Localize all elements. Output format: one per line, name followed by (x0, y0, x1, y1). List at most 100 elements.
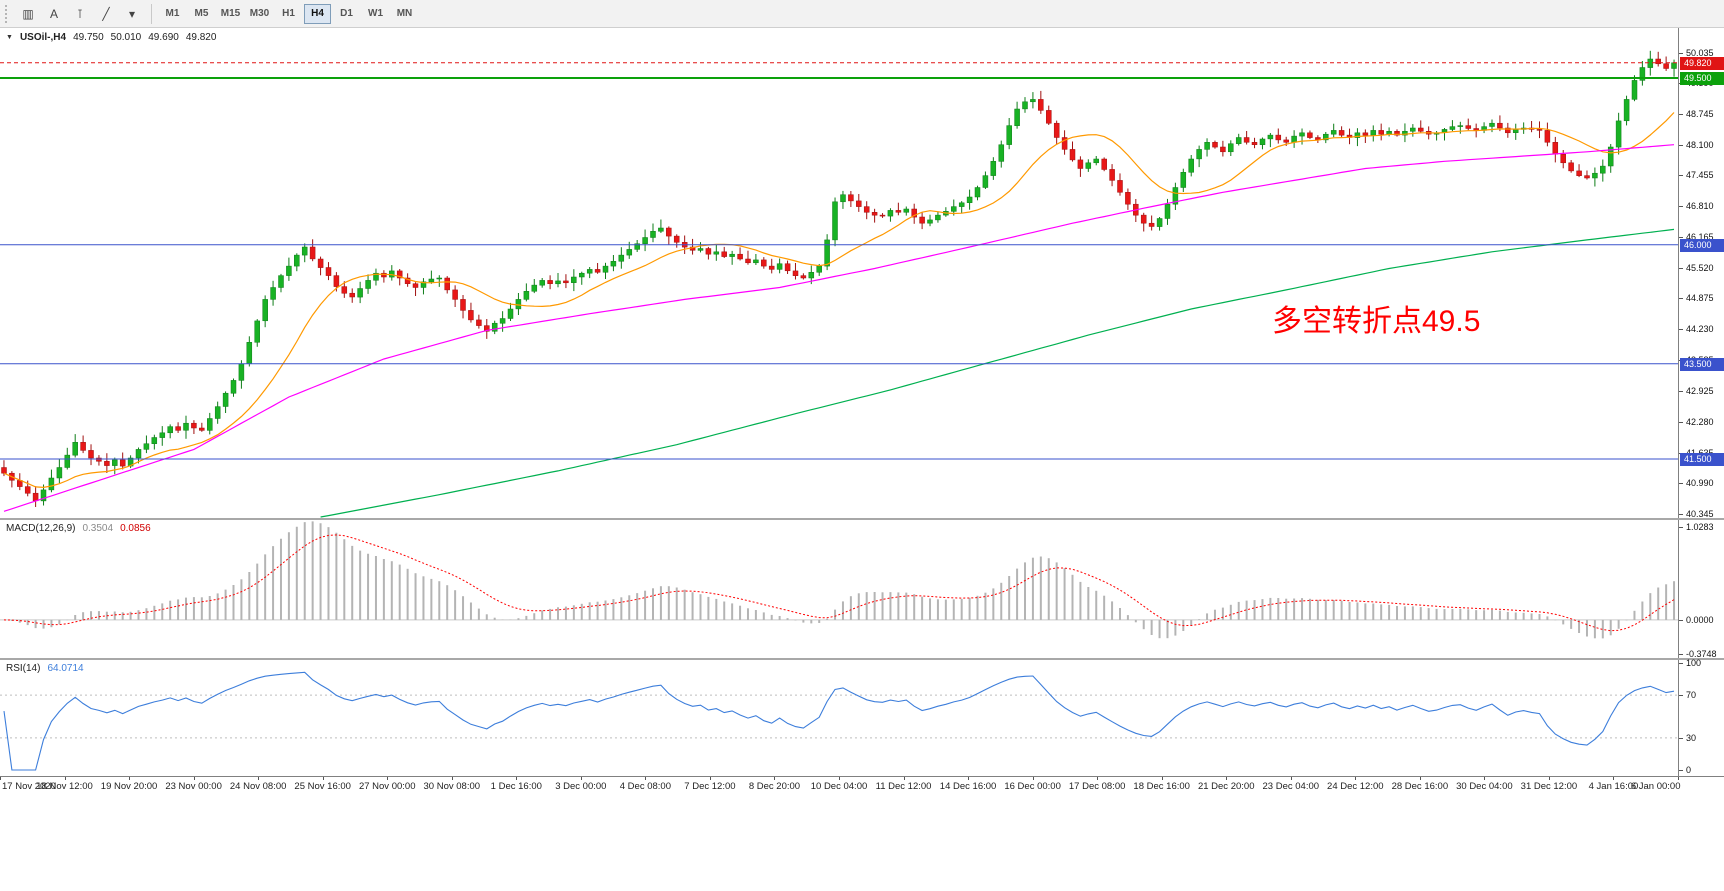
time-axis-label: 3 Dec 00:00 (555, 781, 607, 792)
axis-tick (1679, 513, 1683, 515)
axis-tick (1679, 421, 1683, 423)
candle-body (1212, 142, 1218, 148)
candle-body (1, 467, 7, 474)
candle-body (1204, 142, 1210, 150)
time-axis-label: 30 Dec 04:00 (1456, 781, 1513, 792)
candle-body (119, 459, 126, 467)
timeframe-d1-button[interactable]: D1 (333, 4, 360, 24)
time-axis-tick (968, 777, 970, 780)
level-price-box: 49.500 (1680, 72, 1724, 85)
candle-body (650, 231, 656, 238)
macd-signal-line (3, 534, 1675, 632)
time-axis-label: 16 Dec 00:00 (1004, 781, 1061, 792)
text-label-tool-button[interactable]: A (42, 3, 66, 25)
ohlc-open-value: 49.750 (73, 32, 104, 43)
time-axis-label: 17 Dec 08:00 (1068, 781, 1126, 792)
candle-body (1283, 139, 1289, 143)
axis-tick-label: 1.0283 (1686, 521, 1714, 532)
macd-indicator-title: MACD(12,26,9) 0.3504 0.0856 (6, 523, 151, 534)
candle-body (452, 289, 458, 300)
level-price-box: 41.500 (1680, 452, 1724, 466)
candle-body (1378, 130, 1384, 135)
candle-body (1639, 67, 1646, 81)
candle-body (1053, 122, 1060, 138)
toolbar-grip[interactable] (5, 4, 10, 23)
timeframe-w1-button[interactable]: W1 (362, 4, 389, 24)
candle-body (610, 261, 617, 267)
candle-body (349, 292, 355, 298)
panel-separator[interactable] (0, 518, 1724, 520)
time-axis-label: 28 Dec 16:00 (1391, 781, 1449, 792)
candle-body (24, 486, 31, 494)
candle-body (776, 263, 783, 270)
candle-body (697, 248, 704, 251)
timeframe-h4-button[interactable]: H4 (304, 3, 331, 24)
chart-area: 50.03549.39048.74548.10047.45546.81046.1… (0, 28, 1724, 891)
symbol-timeframe-label: USOil-,H4 (19, 32, 67, 43)
candle-body (1568, 162, 1574, 172)
candle-body (1512, 129, 1519, 133)
time-axis-label: 24 Nov 08:00 (229, 781, 287, 792)
axis-tick-label: 48.100 (1686, 139, 1714, 150)
timeframe-m1-button[interactable]: M1 (159, 4, 186, 24)
time-axis-label: 11 Dec 12:00 (875, 781, 932, 792)
candle-body (1338, 130, 1345, 136)
timeframe-m30-button[interactable]: M30 (246, 4, 273, 24)
candle-body (199, 427, 205, 431)
price-axis[interactable]: 50.03549.39048.74548.10047.45546.81046.1… (1678, 28, 1724, 519)
axis-tick-label: 46.810 (1686, 201, 1714, 212)
candle-body (1671, 62, 1677, 69)
axis-tick-label: 46.165 (1686, 231, 1714, 242)
axis-tick-label: 30 (1686, 732, 1697, 743)
candle-body (935, 214, 941, 221)
candle-body (958, 202, 965, 207)
candle-body (1228, 143, 1234, 153)
vertical-line-tool-button[interactable]: ⊺ (68, 3, 92, 25)
time-axis-tick (1419, 777, 1421, 780)
rsi-plot-canvas[interactable] (0, 660, 1678, 776)
candle-body (1330, 130, 1337, 135)
rsi-axis[interactable]: 100 70 30 0 (1678, 658, 1724, 776)
trendline-tool-button[interactable]: ╱ (94, 3, 118, 25)
price-level-annotation: 多空转折点49.5 (1272, 305, 1481, 338)
time-axis-tick (516, 777, 518, 780)
drawing-tools-dropdown-button[interactable]: ▾ (120, 3, 144, 25)
symbol-dropdown-icon[interactable]: ▼ (6, 34, 13, 41)
price-plot-canvas[interactable] (0, 28, 1678, 518)
macd-plot-canvas[interactable] (0, 520, 1678, 658)
axis-tick (1679, 695, 1683, 697)
rsi-indicator-panel: 100 70 30 0 RSI(14) 64.0714 (0, 658, 1724, 776)
candle-body (1489, 122, 1495, 127)
timeframes-group: M1 M5 M15 M30 H1 H4 D1 W1 MN (158, 3, 419, 24)
panel-separator[interactable] (0, 658, 1724, 660)
candle-body (1022, 101, 1028, 110)
axis-tick-label: 0 (1686, 765, 1692, 775)
ma-slow-line (320, 228, 1675, 518)
candle-body (673, 235, 680, 243)
candle-body (1354, 132, 1361, 138)
candle-body (167, 426, 173, 434)
candle-body (808, 272, 815, 279)
time-axis[interactable]: 17 Nov 2020 18 Nov 12:00 19 Nov 20:00 23 No… (0, 776, 1724, 794)
macd-axis[interactable]: 1.0283 0.0000 -0.3748 (1678, 520, 1724, 659)
timeframe-m15-button[interactable]: M15 (217, 4, 244, 24)
candle-body (286, 265, 292, 276)
timeframe-m5-button[interactable]: M5 (188, 4, 215, 24)
candle-body (1061, 137, 1068, 150)
candle-body (990, 161, 997, 176)
candle-body (1172, 187, 1179, 205)
candle-body (1607, 146, 1614, 167)
axis-tick-label: 47.455 (1686, 170, 1714, 181)
candle-body (230, 380, 237, 394)
timeframe-mn-button[interactable]: MN (391, 4, 418, 24)
timeframe-h1-button[interactable]: H1 (275, 4, 302, 24)
time-axis-tick (1355, 777, 1357, 780)
time-axis-label: 8 Dec 20:00 (748, 781, 801, 792)
time-axis-label: 6 Jan 00:00 (1630, 781, 1681, 792)
axis-tick-label: 50.035 (1686, 47, 1714, 58)
candle-body (642, 237, 648, 244)
candle-body (927, 219, 933, 224)
candle-body (1243, 137, 1250, 143)
axis-tick (1679, 52, 1683, 54)
chart-window-button[interactable]: ▥ (16, 3, 40, 25)
